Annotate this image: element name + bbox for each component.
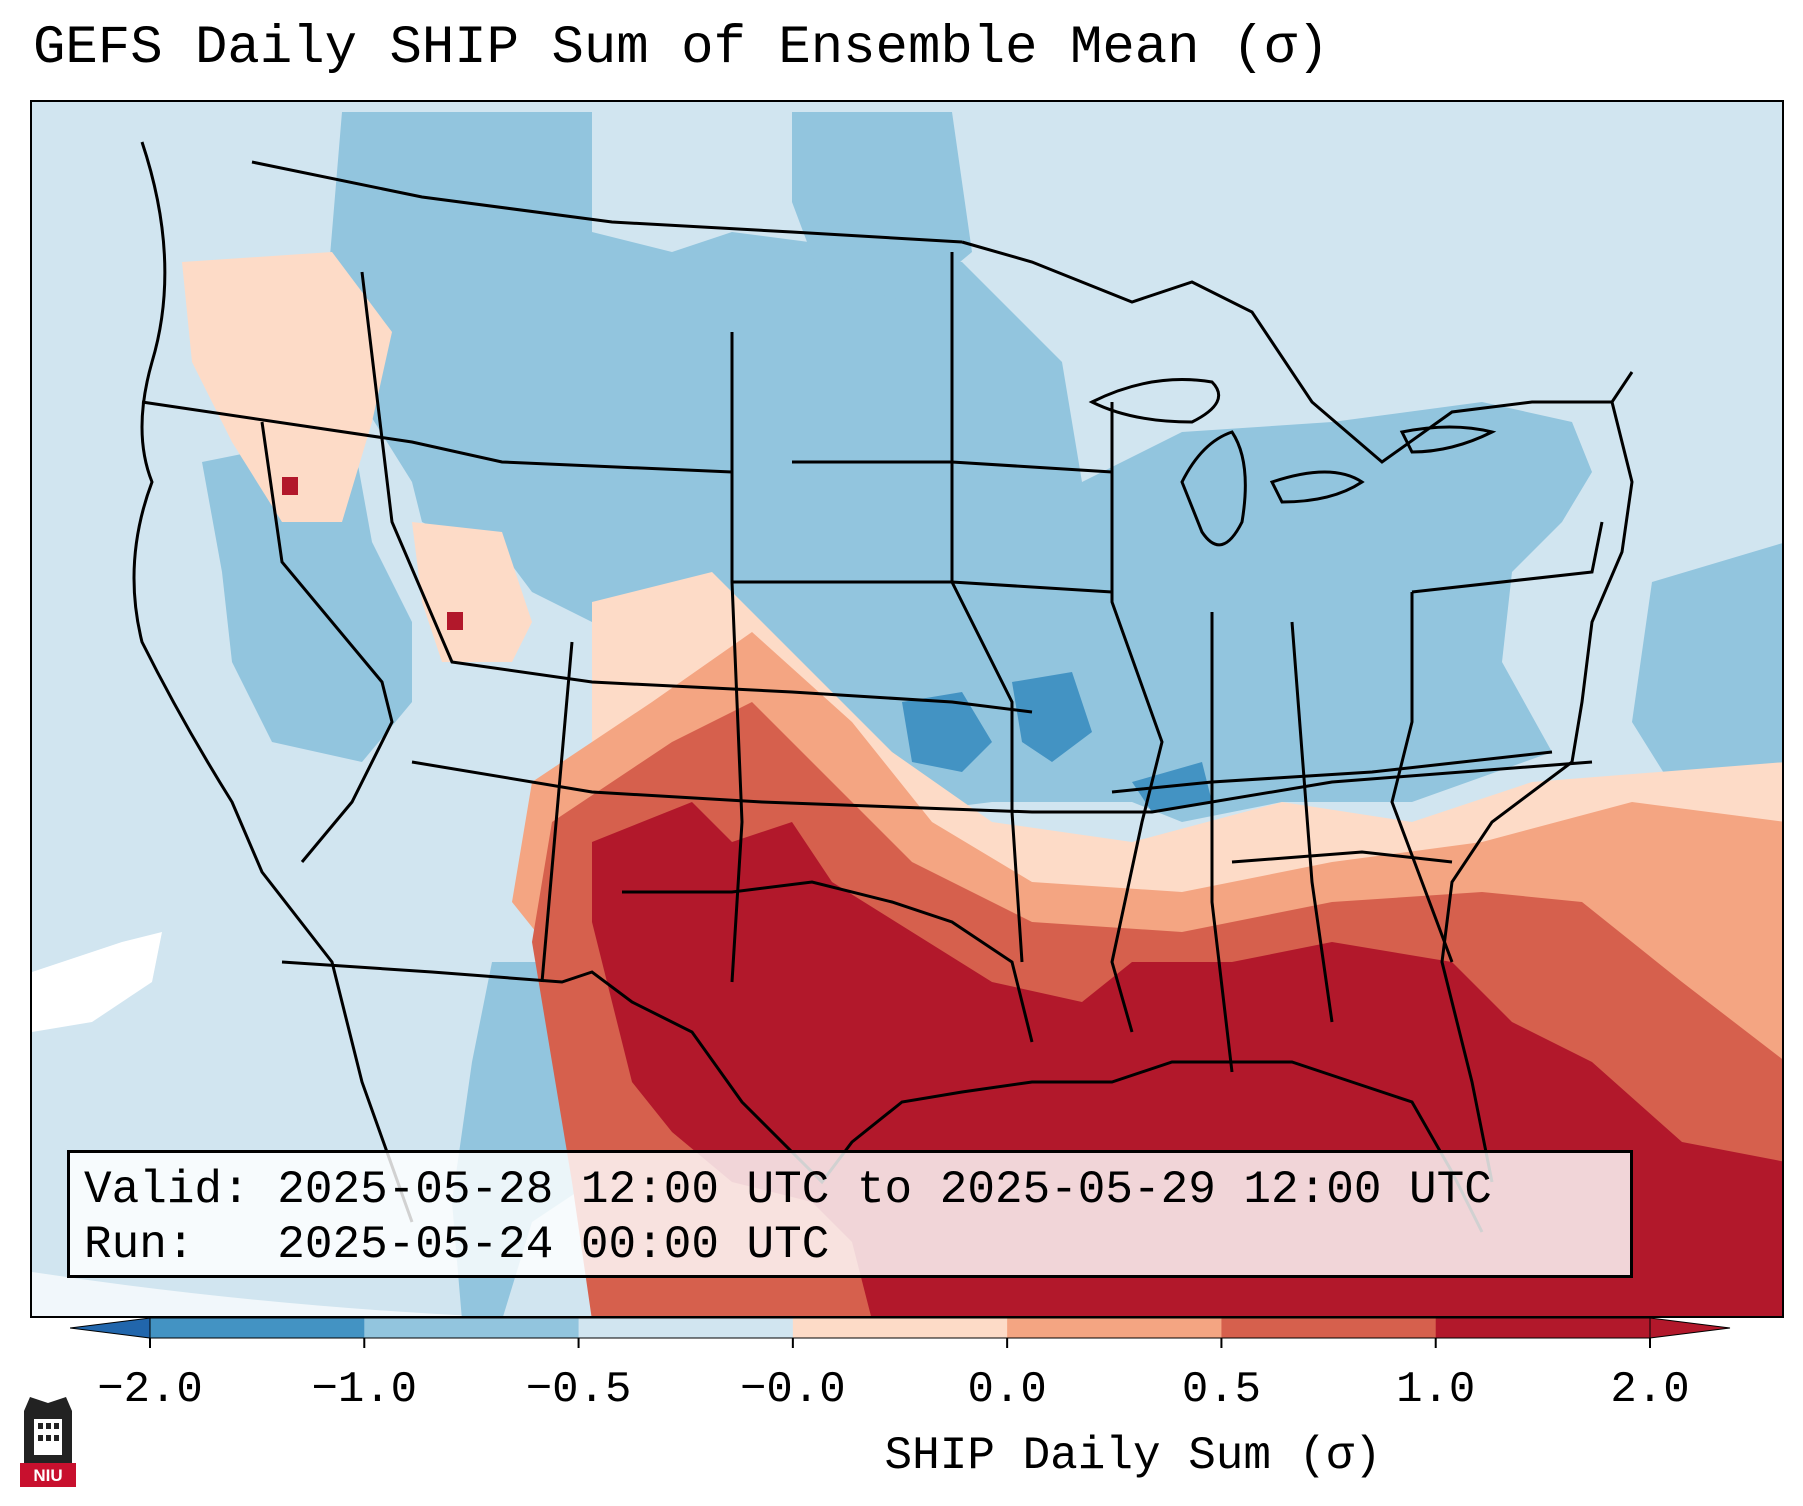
niu-logo-icon: NIU xyxy=(20,1397,76,1487)
colorbar-segment xyxy=(792,1318,1008,1338)
colorbar-outline xyxy=(149,1318,1651,1339)
state-line-15 xyxy=(1111,750,1553,794)
state-line-13 xyxy=(1390,592,1454,963)
state-line-4 xyxy=(411,760,1593,814)
west-coast-line xyxy=(132,141,414,1223)
colorbar-tick-label: −0.5 xyxy=(525,1365,632,1415)
colorbar-segment xyxy=(1007,1318,1222,1338)
logo-text: NIU xyxy=(33,1466,62,1485)
east-coast-line xyxy=(1440,401,1634,1183)
state-line-11 xyxy=(1210,612,1234,1073)
info-box: Valid: 2025-05-28 12:00 UTC to 2025-05-2… xyxy=(67,1150,1633,1278)
chart-title: GEFS Daily SHIP Sum of Ensemble Mean (σ) xyxy=(33,18,1330,79)
valid-label: Valid: xyxy=(84,1164,250,1216)
colorbar-segments xyxy=(150,1318,1651,1338)
missouri-strong-blue xyxy=(1012,672,1092,762)
lake-michigan-outline xyxy=(1180,430,1247,547)
colorbar-tick-label: 0.5 xyxy=(1181,1365,1262,1415)
colorbar-segment xyxy=(1435,1318,1651,1338)
white-anomaly-west xyxy=(32,932,162,1032)
valid-value: 2025-05-28 12:00 UTC to 2025-05-29 12:00… xyxy=(277,1164,1492,1216)
colorbar-segment xyxy=(150,1318,365,1338)
state-line-14 xyxy=(1411,521,1604,594)
strong-blue-anomaly-regions xyxy=(902,672,1212,812)
kansas-strong-blue xyxy=(902,692,992,772)
run-label: Run: xyxy=(84,1219,195,1271)
colorbar-label: SHIP Daily Sum (σ) xyxy=(884,1430,1382,1482)
colorbar-extend-high xyxy=(1649,1318,1731,1339)
us-canada-border-east xyxy=(961,240,1634,464)
run-value: 2025-05-24 00:00 UTC xyxy=(277,1219,830,1271)
colorbar-tick-label: 2.0 xyxy=(1610,1365,1690,1415)
state-line-7 xyxy=(950,252,1024,963)
gulf-coast-line xyxy=(281,960,1484,1233)
colorbar-segment xyxy=(1221,1318,1437,1338)
us-canada-border-west xyxy=(251,160,963,244)
great-basin-blue-region xyxy=(202,432,412,762)
pacific-northwest-light-red xyxy=(182,252,392,522)
state-line-5 xyxy=(540,641,574,983)
colorbar-tick-label: −0.0 xyxy=(740,1365,846,1415)
colorbar-segment xyxy=(578,1318,794,1338)
white-anomaly-south xyxy=(32,1272,474,1316)
utah-red-cell xyxy=(447,612,463,630)
state-line-8 xyxy=(792,460,1113,474)
colorbar-ticks xyxy=(149,1338,1651,1348)
map-frame xyxy=(30,100,1784,1318)
colorbar-tick-label: −1.0 xyxy=(311,1365,418,1415)
state-line-6 xyxy=(730,332,744,983)
state-line-10 xyxy=(1110,402,1164,1033)
state-line-12 xyxy=(1290,621,1334,1023)
state-line-2 xyxy=(260,421,394,863)
valid-row: Valid: 2025-05-28 12:00 UTC to 2025-05-2… xyxy=(84,1163,1616,1218)
central-blue-region xyxy=(322,112,1592,822)
state-line-1 xyxy=(141,400,733,474)
colorbar-tick-label: 1.0 xyxy=(1396,1365,1476,1415)
map-svg xyxy=(32,102,1782,1316)
colorbar-extend-low xyxy=(70,1318,151,1339)
colorbar xyxy=(70,1318,1731,1348)
boundary-lines xyxy=(132,141,1634,1233)
state-line-9 xyxy=(732,580,1113,594)
texas-border xyxy=(622,880,1034,1043)
state-line-3 xyxy=(360,271,1033,714)
oregon-red-cell xyxy=(282,477,298,495)
colorbar-tick-label: 0.0 xyxy=(967,1365,1047,1415)
lake-erie-outline xyxy=(1269,470,1365,504)
colorbar-segment xyxy=(364,1318,580,1338)
lake-superior-outline xyxy=(1088,378,1221,424)
run-row: Run: 2025-05-24 00:00 UTC xyxy=(84,1218,1616,1273)
utah-light-red xyxy=(412,522,532,662)
canada-blue-region xyxy=(792,112,972,302)
colorbar-tick-label: −2.0 xyxy=(97,1365,203,1415)
state-line-16 xyxy=(1231,850,1453,864)
atlantic-blue-region xyxy=(1632,543,1782,822)
lake-ontario-outline xyxy=(1399,425,1497,454)
